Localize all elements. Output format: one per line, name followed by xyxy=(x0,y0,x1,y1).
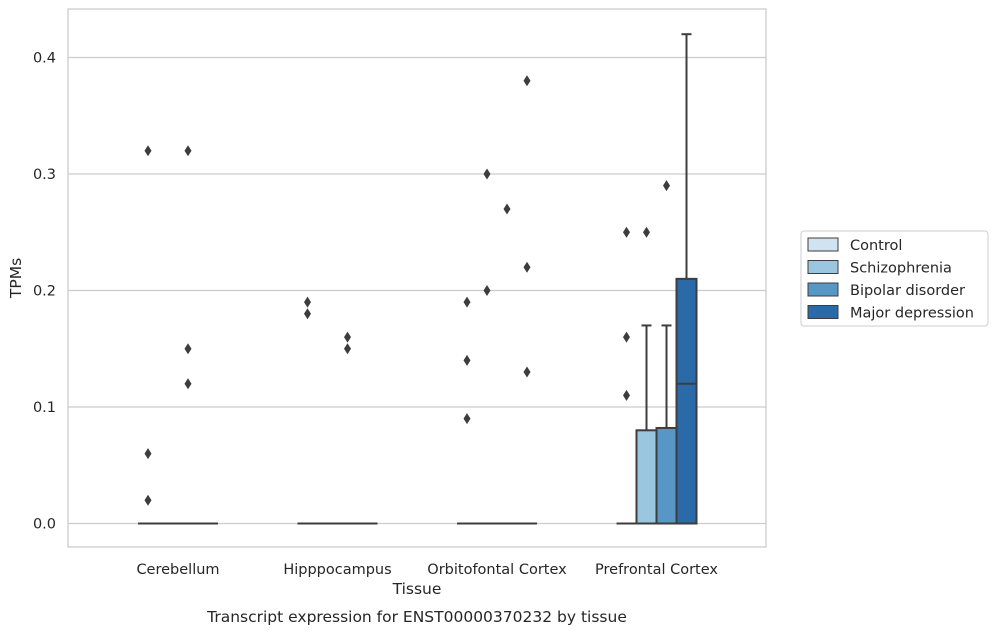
box-schizophrenia xyxy=(635,226,658,525)
outlier-point xyxy=(523,75,531,87)
y-tick-label: 0.0 xyxy=(33,517,56,533)
outlier-point xyxy=(344,331,351,343)
y-tick-label: 0.3 xyxy=(33,167,56,183)
outlier-point xyxy=(643,226,650,238)
outlier-point xyxy=(623,331,630,343)
y-tick-label: 0.2 xyxy=(33,284,56,300)
outlier-point xyxy=(623,226,630,238)
box-control xyxy=(297,296,318,525)
box-rect xyxy=(655,426,678,525)
plot-frame xyxy=(67,8,767,548)
outlier-point xyxy=(483,168,491,180)
outlier-point xyxy=(144,448,152,460)
x-tick-label: Prefrontal Cortex xyxy=(595,562,718,578)
legend-frame xyxy=(800,230,989,327)
legend-swatch xyxy=(807,282,839,297)
outlier-point xyxy=(663,180,670,192)
x-tick-label: Orbitofontal Cortex xyxy=(427,562,567,578)
outlier-point xyxy=(523,366,531,378)
legend-label: Control xyxy=(850,238,902,254)
boxes-layer xyxy=(138,33,698,525)
outlier-point xyxy=(184,145,192,157)
box-major-depression xyxy=(675,33,698,525)
box-schizophrenia xyxy=(477,168,497,525)
outlier-point xyxy=(144,494,152,506)
legend: Control Schizophrenia Bipolar disorder Majo… xyxy=(800,230,989,327)
y-tick-label: 0.1 xyxy=(33,400,56,416)
outlier-point xyxy=(463,296,471,308)
legend-swatch xyxy=(807,305,839,319)
outlier-point xyxy=(623,389,630,401)
box-bipolar-disorder xyxy=(497,203,517,525)
outlier-point xyxy=(463,354,471,366)
outlier-point xyxy=(503,203,511,215)
box-bipolar-disorder xyxy=(337,331,358,525)
y-axis-label: TPMs xyxy=(7,258,25,299)
box-major-depression xyxy=(517,75,537,525)
outlier-point xyxy=(304,296,311,308)
box-rect xyxy=(635,429,658,525)
outlier-point xyxy=(304,308,311,320)
outlier-point xyxy=(184,343,192,355)
box-bipolar-disorder xyxy=(178,145,198,525)
outlier-point xyxy=(463,413,471,425)
legend-label: Bipolar disorder xyxy=(850,283,965,299)
x-tick-label: Hipppocampus xyxy=(283,562,391,578)
x-tick-label: Cerebellum xyxy=(136,562,219,578)
legend-swatch xyxy=(807,237,839,252)
outlier-point xyxy=(523,261,531,273)
chart-title: Transcript expression for ENST0000037023… xyxy=(206,608,627,626)
legend-swatch xyxy=(807,260,839,274)
legend-label: Major depression xyxy=(850,306,974,322)
legend-label: Schizophrenia xyxy=(850,261,952,277)
x-axis-label: Tissue xyxy=(392,580,442,598)
box-control xyxy=(616,226,637,525)
outlier-point xyxy=(344,343,351,355)
y-tick-labels: 0.0 0.1 0.2 0.3 0.4 xyxy=(33,51,56,533)
outlier-point xyxy=(483,285,491,296)
box-rect xyxy=(675,277,698,525)
box-control xyxy=(457,296,477,525)
y-tick-label: 0.4 xyxy=(33,51,56,67)
outlier-point xyxy=(184,378,192,390)
box-bipolar-disorder xyxy=(655,180,678,525)
box-control xyxy=(138,145,158,525)
x-tick-labels: Cerebellum Hipppocampus Orbitofontal Corte… xyxy=(136,562,718,578)
outlier-point xyxy=(144,145,152,157)
